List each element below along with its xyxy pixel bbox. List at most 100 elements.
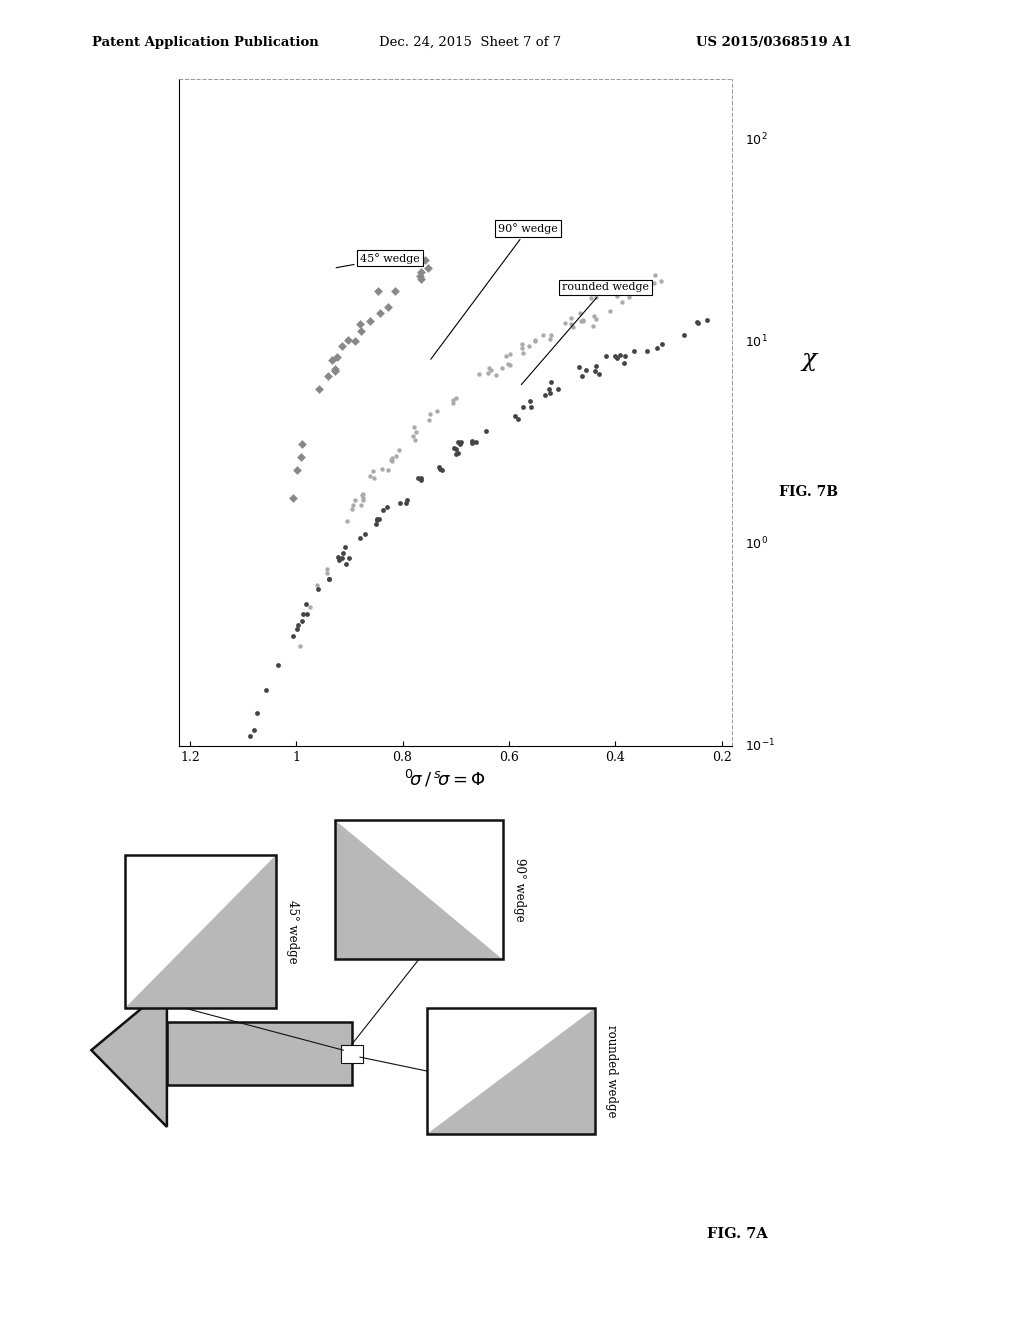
Point (319, 366, 336, 387)
Point (479, 363, 496, 384)
Point (453, 432, 469, 453)
Point (537, 385, 553, 407)
Point (384, 450, 400, 471)
Point (578, 359, 594, 380)
Point (550, 379, 566, 400)
Point (369, 508, 385, 529)
Point (327, 359, 343, 380)
Point (615, 352, 632, 374)
Point (611, 345, 628, 366)
Point (361, 465, 378, 486)
Point (355, 488, 372, 510)
Point (542, 329, 558, 350)
Point (351, 314, 368, 335)
Point (289, 618, 305, 639)
Point (445, 438, 462, 459)
Text: 45° wedge: 45° wedge (336, 252, 420, 268)
Point (575, 310, 592, 331)
Point (527, 330, 544, 351)
Point (652, 271, 669, 292)
Point (212, 854, 228, 875)
Text: χ: χ (802, 348, 816, 371)
Point (292, 635, 308, 656)
Point (398, 488, 415, 510)
Point (361, 310, 378, 331)
Point (387, 445, 403, 466)
Point (229, 772, 246, 793)
Point (404, 425, 421, 446)
Point (447, 440, 464, 461)
Point (585, 315, 601, 337)
Point (413, 470, 429, 491)
Point (431, 458, 447, 479)
Point (370, 510, 386, 531)
Point (338, 553, 354, 574)
Point (269, 655, 286, 676)
Polygon shape (91, 987, 167, 1127)
Point (289, 459, 305, 480)
Point (311, 379, 328, 400)
Text: FIG. 7B: FIG. 7B (779, 484, 839, 499)
Point (583, 286, 599, 308)
Polygon shape (427, 1008, 595, 1134)
Point (562, 308, 579, 329)
Point (588, 286, 604, 308)
Point (347, 490, 364, 511)
Point (420, 257, 436, 279)
Point (322, 568, 338, 589)
Point (334, 546, 350, 568)
Point (535, 323, 551, 345)
Point (543, 371, 559, 392)
Point (302, 597, 318, 618)
Point (375, 499, 391, 520)
Point (293, 446, 309, 467)
Point (341, 546, 357, 568)
Point (354, 488, 371, 510)
Point (413, 261, 429, 282)
Point (646, 273, 663, 294)
Point (526, 330, 543, 351)
Bar (427, 1008, 595, 1134)
Point (639, 341, 655, 362)
Point (354, 484, 371, 506)
Point (430, 457, 446, 478)
Point (321, 568, 337, 589)
Point (340, 330, 356, 351)
Point (285, 487, 301, 508)
Point (206, 906, 222, 927)
Point (542, 383, 558, 404)
Point (344, 498, 360, 519)
Point (380, 297, 396, 318)
Point (365, 461, 381, 482)
Point (607, 346, 624, 367)
Point (494, 358, 510, 379)
Point (257, 680, 273, 701)
Text: 90° wedge: 90° wedge (513, 858, 526, 921)
Text: $10^0$: $10^0$ (745, 536, 768, 552)
Point (648, 338, 665, 359)
Point (521, 335, 538, 356)
Point (318, 558, 335, 579)
Point (450, 442, 466, 463)
Point (236, 758, 252, 779)
Bar (341, 1044, 362, 1063)
Point (384, 447, 400, 469)
Point (413, 467, 429, 488)
Text: $10^2$: $10^2$ (745, 132, 768, 148)
Polygon shape (125, 855, 276, 1008)
Point (464, 430, 480, 451)
Point (611, 281, 628, 302)
Point (602, 300, 618, 321)
Point (299, 603, 315, 624)
Point (507, 405, 523, 426)
Bar (125, 855, 276, 1008)
Point (210, 865, 226, 886)
Point (325, 348, 341, 370)
Point (379, 496, 395, 517)
Point (572, 310, 589, 331)
Point (406, 416, 422, 437)
Point (327, 360, 343, 381)
Point (626, 341, 642, 362)
Point (542, 379, 558, 400)
Point (391, 492, 408, 513)
